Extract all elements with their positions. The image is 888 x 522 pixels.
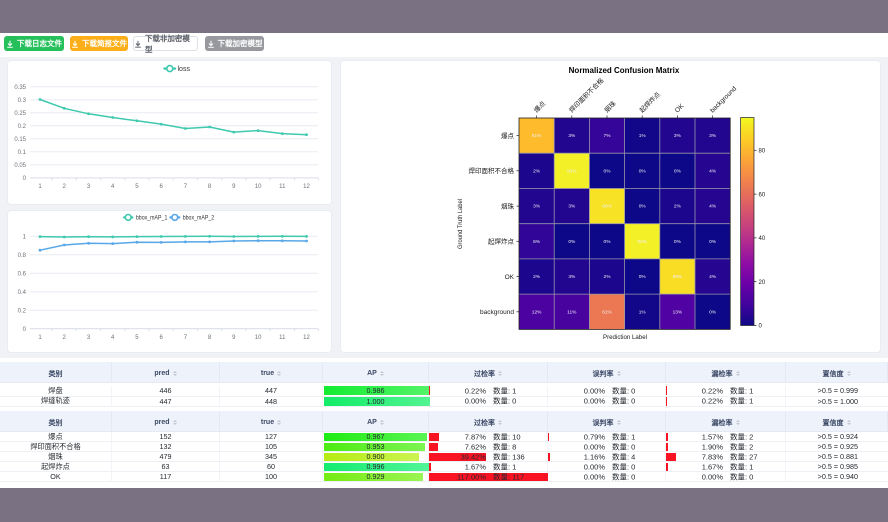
svg-text:3%: 3% xyxy=(674,133,682,139)
svg-text:10: 10 xyxy=(255,335,262,341)
svg-text:OK: OK xyxy=(674,102,686,114)
svg-text:0: 0 xyxy=(23,176,27,182)
svg-text:6%: 6% xyxy=(533,239,541,245)
svg-text:2: 2 xyxy=(63,335,67,341)
svg-text:0.2: 0.2 xyxy=(18,124,27,130)
svg-text:5: 5 xyxy=(135,184,139,190)
svg-text:焊印面积不合格: 焊印面积不合格 xyxy=(567,76,606,115)
svg-text:3%: 3% xyxy=(533,204,541,210)
svg-text:93%: 93% xyxy=(637,239,647,245)
svg-text:61%: 61% xyxy=(602,309,612,315)
svg-text:93%: 93% xyxy=(567,168,577,174)
svg-text:6: 6 xyxy=(160,184,164,190)
svg-text:0%: 0% xyxy=(604,168,612,174)
svg-text:0.8: 0.8 xyxy=(18,253,27,259)
svg-text:6: 6 xyxy=(160,335,164,341)
svg-text:Prediction Label: Prediction Label xyxy=(603,335,647,341)
svg-text:12%: 12% xyxy=(532,309,542,315)
svg-text:12: 12 xyxy=(303,335,310,341)
svg-text:0%: 0% xyxy=(639,274,647,280)
svg-text:7: 7 xyxy=(184,335,188,341)
svg-text:烟珠: 烟珠 xyxy=(602,99,618,115)
svg-text:0.2: 0.2 xyxy=(18,309,27,315)
svg-text:11: 11 xyxy=(279,184,286,190)
svg-text:0.25: 0.25 xyxy=(14,111,26,117)
svg-text:0.1: 0.1 xyxy=(18,150,27,156)
svg-text:9: 9 xyxy=(232,335,236,341)
svg-text:起焊炸点: 起焊炸点 xyxy=(637,89,662,114)
svg-text:bbox_mAP_1: bbox_mAP_1 xyxy=(136,215,168,222)
svg-text:4%: 4% xyxy=(709,274,717,280)
svg-text:3%: 3% xyxy=(568,133,576,139)
svg-text:爆点: 爆点 xyxy=(532,99,548,115)
svg-text:0.3: 0.3 xyxy=(18,98,27,104)
svg-text:40: 40 xyxy=(759,236,766,242)
svg-text:Normalized Confusion Matrix: Normalized Confusion Matrix xyxy=(569,66,680,75)
svg-text:background: background xyxy=(480,309,514,316)
svg-text:Ground Truth Label: Ground Truth Label xyxy=(458,199,464,249)
svg-text:0: 0 xyxy=(759,324,763,330)
svg-text:9: 9 xyxy=(232,184,236,190)
svg-text:90%: 90% xyxy=(602,204,612,210)
svg-text:0%: 0% xyxy=(674,239,682,245)
svg-text:3%: 3% xyxy=(709,133,717,139)
svg-text:11: 11 xyxy=(279,335,286,341)
svg-text:1: 1 xyxy=(38,184,42,190)
svg-text:4%: 4% xyxy=(709,168,717,174)
svg-text:7: 7 xyxy=(184,184,188,190)
svg-text:0.15: 0.15 xyxy=(14,137,26,143)
svg-text:13%: 13% xyxy=(673,309,683,315)
svg-text:3: 3 xyxy=(87,184,91,190)
svg-text:0%: 0% xyxy=(674,168,682,174)
svg-text:0%: 0% xyxy=(709,309,717,315)
svg-text:1: 1 xyxy=(38,335,42,341)
svg-text:4%: 4% xyxy=(709,204,717,210)
svg-text:80: 80 xyxy=(759,149,766,155)
svg-text:20: 20 xyxy=(759,280,766,286)
svg-text:0%: 0% xyxy=(639,204,647,210)
svg-text:3%: 3% xyxy=(568,274,576,280)
svg-text:8: 8 xyxy=(208,335,212,341)
svg-text:8: 8 xyxy=(208,184,212,190)
svg-text:1: 1 xyxy=(23,235,27,241)
svg-text:7%: 7% xyxy=(604,133,612,139)
svg-text:0%: 0% xyxy=(709,239,717,245)
svg-text:background: background xyxy=(709,85,738,114)
svg-text:2%: 2% xyxy=(674,204,682,210)
svg-text:bbox_mAP_2: bbox_mAP_2 xyxy=(183,215,215,222)
svg-text:0%: 0% xyxy=(639,168,647,174)
svg-text:60: 60 xyxy=(759,192,766,198)
svg-text:12: 12 xyxy=(303,184,310,190)
svg-text:0.05: 0.05 xyxy=(14,163,26,169)
svg-text:4: 4 xyxy=(111,335,115,341)
svg-text:4: 4 xyxy=(111,184,115,190)
svg-text:11%: 11% xyxy=(567,309,577,315)
svg-text:2%: 2% xyxy=(604,274,612,280)
svg-text:0.6: 0.6 xyxy=(18,272,27,278)
svg-text:起焊炸点: 起焊炸点 xyxy=(488,237,515,246)
svg-text:2: 2 xyxy=(63,184,67,190)
svg-text:5: 5 xyxy=(135,335,139,341)
svg-text:2%: 2% xyxy=(533,168,541,174)
svg-text:烟珠: 烟珠 xyxy=(501,201,515,210)
svg-text:3: 3 xyxy=(87,335,91,341)
svg-text:0.4: 0.4 xyxy=(18,290,27,296)
svg-text:1%: 1% xyxy=(639,133,647,139)
svg-text:0%: 0% xyxy=(568,239,576,245)
svg-text:89%: 89% xyxy=(673,274,683,280)
svg-text:3%: 3% xyxy=(568,204,576,210)
svg-text:10: 10 xyxy=(255,184,262,190)
svg-text:1%: 1% xyxy=(639,309,647,315)
svg-text:焊印面积不合格: 焊印面积不合格 xyxy=(469,166,515,175)
svg-text:81%: 81% xyxy=(532,133,542,139)
svg-text:2%: 2% xyxy=(533,274,541,280)
svg-text:loss: loss xyxy=(178,66,191,73)
svg-text:OK: OK xyxy=(505,274,515,281)
svg-text:0: 0 xyxy=(23,327,27,333)
svg-text:爆点: 爆点 xyxy=(501,131,515,140)
svg-text:0%: 0% xyxy=(604,239,612,245)
svg-text:0.35: 0.35 xyxy=(14,85,26,91)
